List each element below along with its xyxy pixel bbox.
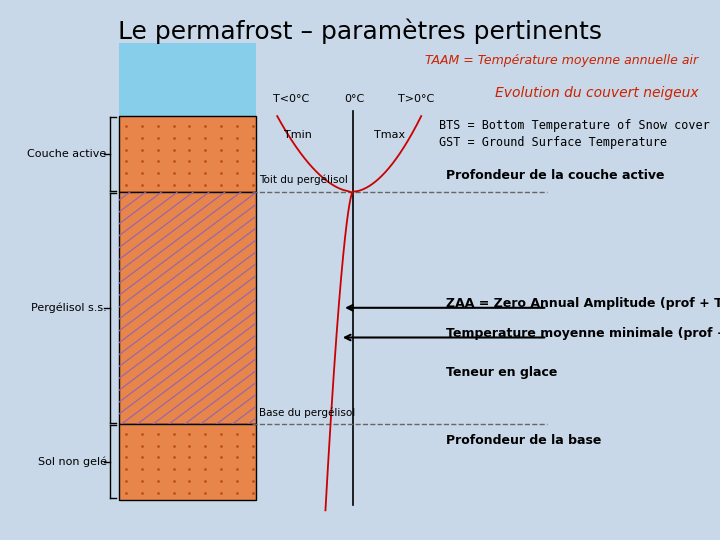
Text: Pergélisol s.s.: Pergélisol s.s.	[31, 302, 107, 313]
Text: Sol non gelé: Sol non gelé	[37, 456, 107, 467]
Text: Toit du pergélisol: Toit du pergélisol	[259, 175, 348, 185]
Text: BTS = Bottom Temperature of Snow cover: BTS = Bottom Temperature of Snow cover	[439, 119, 710, 132]
Text: Tmin: Tmin	[284, 130, 312, 140]
Text: GST = Ground Surface Temperature: GST = Ground Surface Temperature	[439, 136, 667, 149]
Text: Profondeur de la base: Profondeur de la base	[446, 434, 602, 447]
Text: T<0°C: T<0°C	[274, 94, 310, 104]
Text: Evolution du couvert neigeux: Evolution du couvert neigeux	[495, 86, 698, 100]
Text: Base du pergélisol: Base du pergélisol	[259, 408, 356, 418]
Bar	[119, 424, 256, 500]
Text: Le permafrost – paramètres pertinents: Le permafrost – paramètres pertinents	[118, 19, 602, 44]
Bar	[119, 43, 256, 116]
Text: TAAM = Température moyenne annuelle air: TAAM = Température moyenne annuelle air	[426, 54, 698, 67]
Text: ZAA = Zero Annual Amplitude (prof + T°): ZAA = Zero Annual Amplitude (prof + T°)	[446, 297, 720, 310]
Text: Temperature moyenne minimale (prof + T°): Temperature moyenne minimale (prof + T°)	[446, 327, 720, 340]
Bar	[119, 116, 256, 192]
Text: Couche active: Couche active	[27, 149, 107, 159]
Text: Profondeur de la couche active: Profondeur de la couche active	[446, 169, 665, 182]
Bar	[119, 192, 256, 424]
Text: 0°C: 0°C	[344, 94, 364, 104]
Text: T>0°C: T>0°C	[398, 94, 434, 104]
Text: Tmax: Tmax	[374, 130, 405, 140]
Text: Teneur en glace: Teneur en glace	[446, 366, 558, 379]
Bar	[119, 192, 256, 424]
